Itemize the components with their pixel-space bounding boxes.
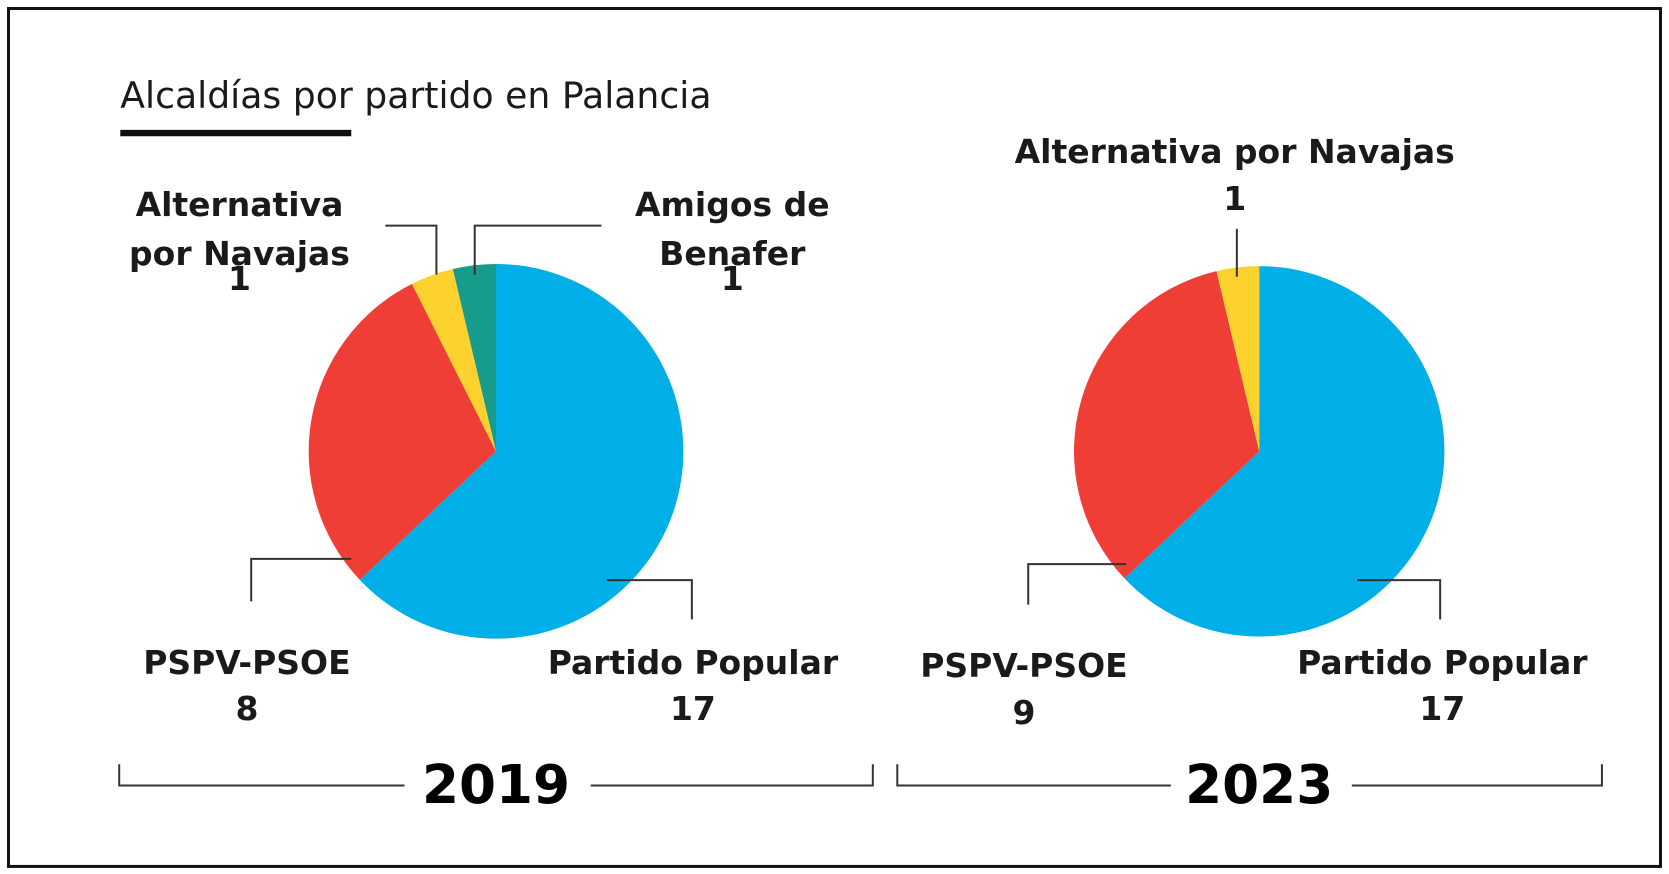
slice-value: 1 (720, 259, 744, 299)
leader-line (1027, 563, 1127, 605)
pie-slice (452, 263, 497, 452)
pie-slice (1216, 266, 1260, 452)
pie-slice (359, 263, 684, 639)
pie-slice (411, 269, 497, 452)
leader-line (118, 764, 405, 787)
slice-label: Amigos de Benafer (635, 184, 830, 273)
slice-value: 8 (235, 689, 259, 729)
slice-value: 1 (228, 259, 251, 299)
leader-line (473, 224, 602, 275)
leader-line (1351, 764, 1603, 787)
slice-label: Alternativa por Navajas (1014, 131, 1455, 171)
chart-title: Alcaldías por partido en Palancia (120, 74, 712, 118)
year-label: 2023 (1185, 754, 1334, 817)
slice-value: 17 (669, 689, 716, 729)
slice-label: PSPV-PSOE (920, 645, 1128, 685)
year-label: 2019 (421, 754, 571, 817)
slice-label: PSPV-PSOE (143, 642, 351, 682)
pie-slice (1124, 266, 1445, 637)
slice-label: Alternativa por Navajas (129, 184, 350, 273)
leader-line (385, 224, 438, 275)
title-underline (120, 129, 352, 137)
slice-label: Partido Popular (1297, 642, 1588, 682)
slice-value: 1 (1223, 178, 1247, 218)
leader-line (1357, 579, 1442, 620)
frame (7, 7, 1662, 868)
leader-line (250, 557, 352, 602)
slice-label: Partido Popular (547, 642, 839, 682)
leader-line (896, 764, 1171, 787)
pie-slice (1073, 271, 1260, 579)
leader-line (590, 764, 874, 787)
pie-slice (308, 283, 497, 580)
slice-value: 17 (1419, 689, 1466, 729)
slice-value: 9 (1012, 692, 1036, 732)
leader-line (606, 579, 693, 620)
